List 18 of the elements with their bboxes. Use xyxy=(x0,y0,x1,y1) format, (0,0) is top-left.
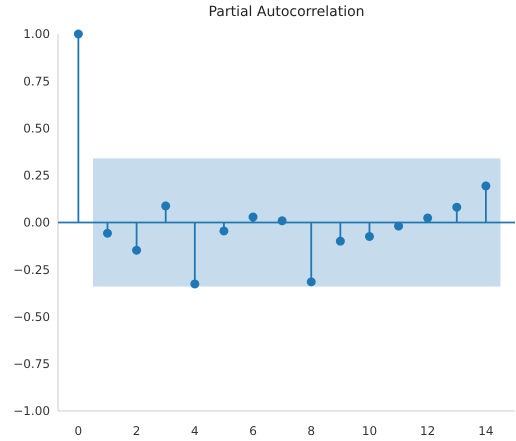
x-tick-label: 8 xyxy=(307,424,316,438)
y-tick-label: 0.25 xyxy=(23,168,50,183)
chart-title: Partial Autocorrelation xyxy=(208,4,365,20)
x-tick-label: 2 xyxy=(132,424,140,438)
y-tick-label: −0.25 xyxy=(13,262,50,277)
x-tick-label: 12 xyxy=(420,424,436,438)
y-tick-label: 0.00 xyxy=(23,216,50,230)
x-tick-label: 14 xyxy=(478,424,494,438)
y-tick-label: 0.75 xyxy=(23,74,50,88)
x-tick-label: 4 xyxy=(190,424,199,438)
y-tick-label: −1.00 xyxy=(13,404,50,418)
x-tick-label: 0 xyxy=(74,424,82,438)
y-tick-label: 0.50 xyxy=(23,121,50,136)
y-tick-label: −0.75 xyxy=(13,357,50,372)
y-tick-label: 1.00 xyxy=(23,27,50,42)
x-tick-label: 6 xyxy=(249,424,257,438)
x-tick-label: 10 xyxy=(362,424,378,438)
y-tick-label: −0.50 xyxy=(13,310,50,324)
